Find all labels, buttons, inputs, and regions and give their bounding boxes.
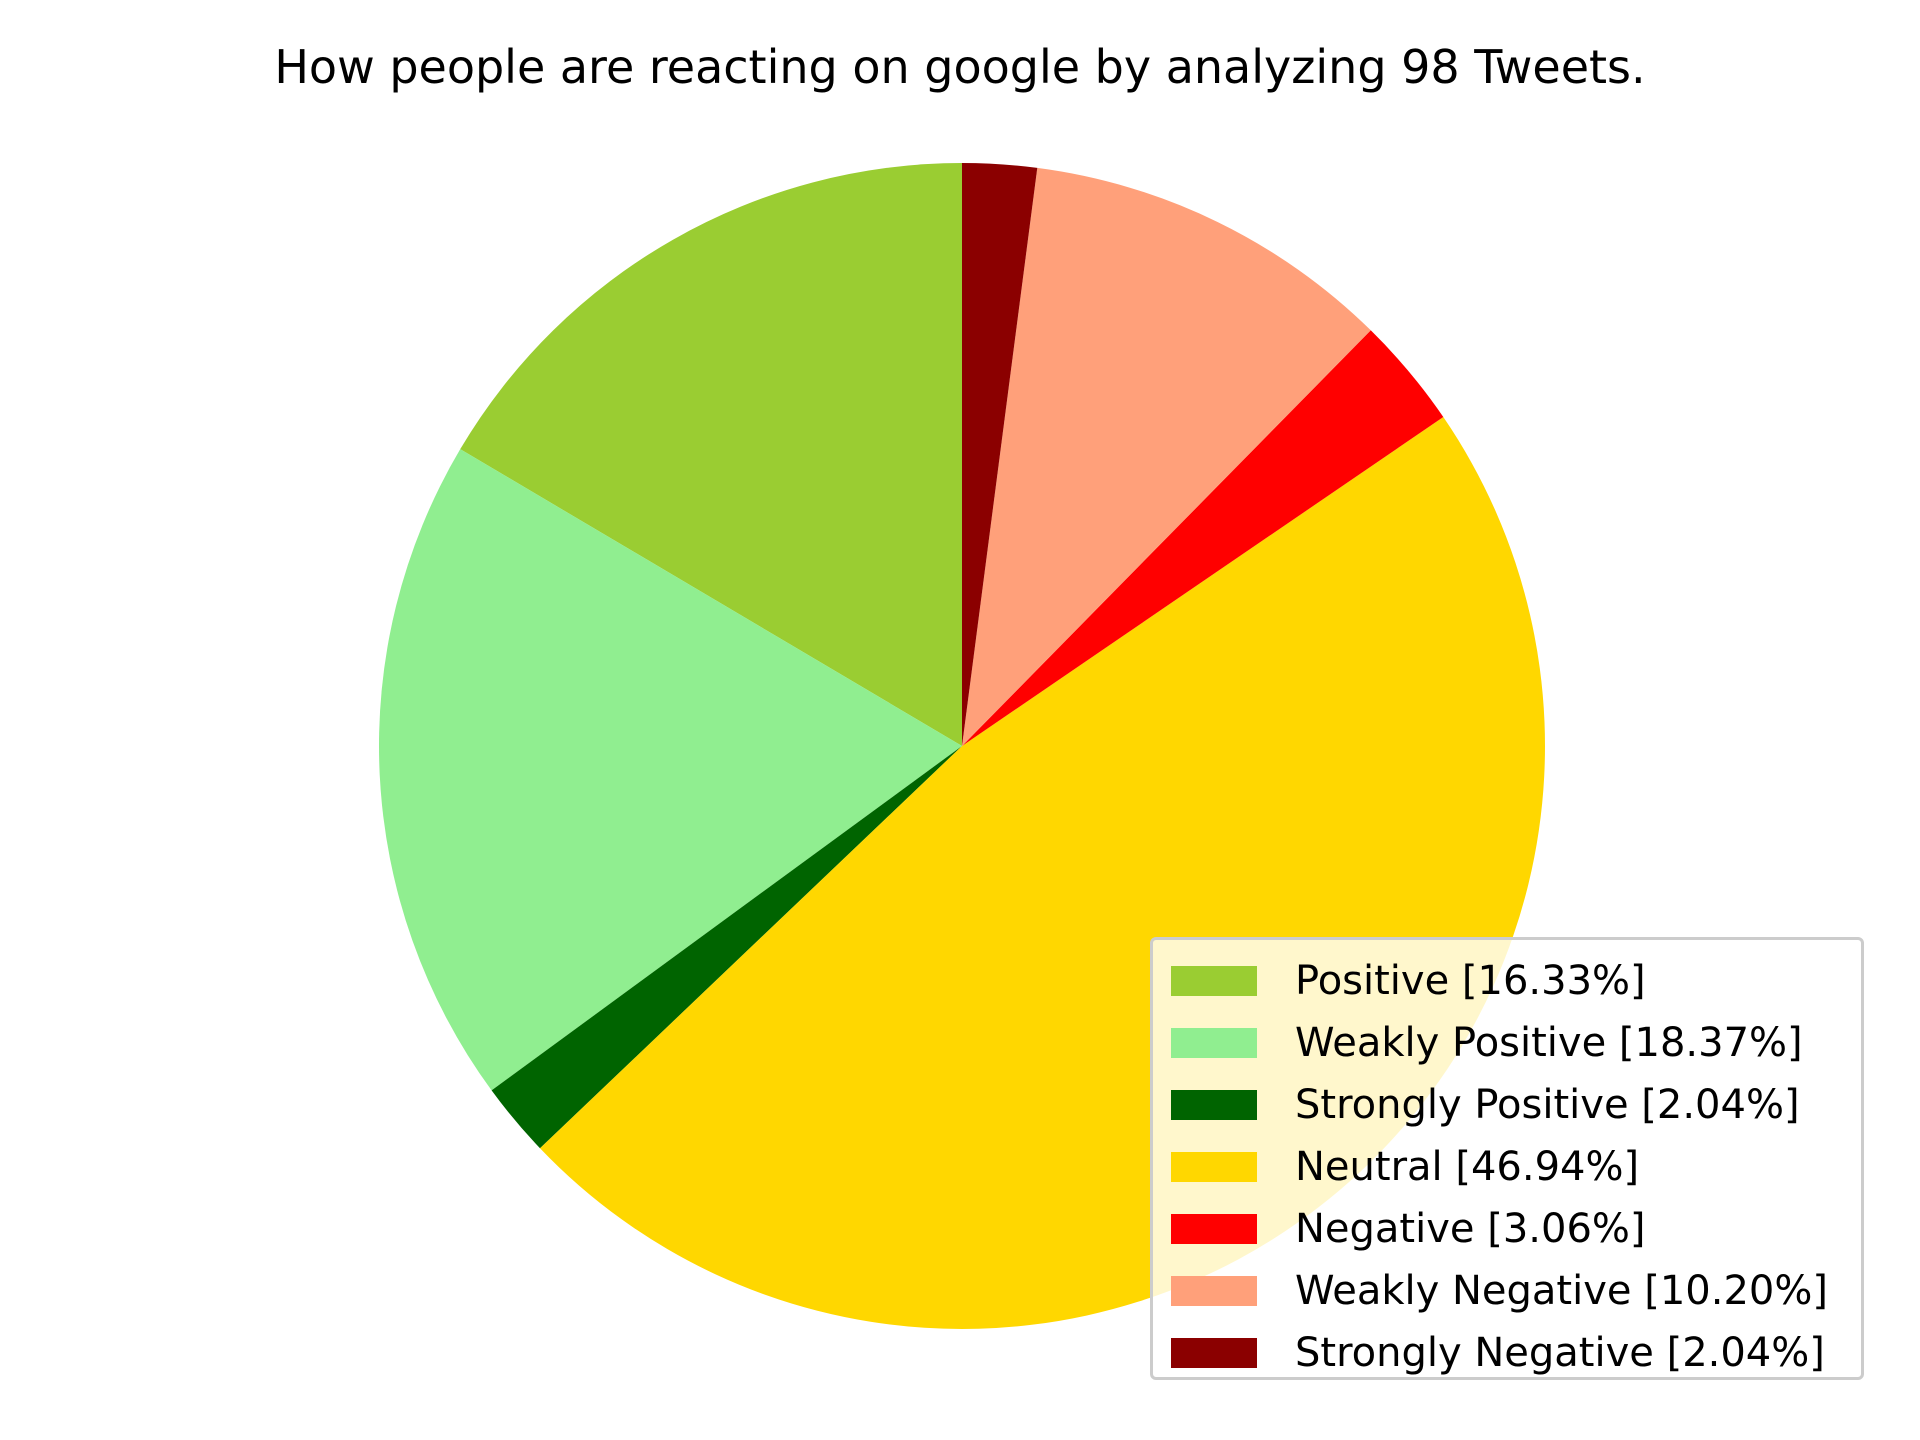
legend-swatch-2 [1171,1090,1257,1120]
legend-label-3: Neutral [46.94%] [1295,1144,1640,1190]
legend-label-1: Weakly Positive [18.37%] [1295,1020,1803,1066]
pie-slice-5 [962,167,1371,746]
chart-title: How people are reacting on google by ana… [274,40,1646,94]
legend-label-4: Negative [3.06%] [1295,1206,1646,1252]
legend-item-0: Positive [16.33%] [1171,950,1843,1012]
legend-label-6: Strongly Negative [2.04%] [1295,1330,1825,1376]
pie-slice-2 [491,746,962,1149]
legend-label-5: Weakly Negative [10.20%] [1295,1268,1828,1314]
pie-slice-4 [962,330,1444,746]
legend-item-3: Neutral [46.94%] [1171,1136,1843,1198]
legend-swatch-0 [1171,966,1257,996]
legend-swatch-6 [1171,1338,1257,1368]
legend-item-4: Negative [3.06%] [1171,1198,1843,1260]
pie-slice-1 [379,449,962,1091]
legend-label-0: Positive [16.33%] [1295,958,1646,1004]
legend-item-2: Strongly Positive [2.04%] [1171,1074,1843,1136]
legend: Positive [16.33%] Weakly Positive [18.37%… [1150,937,1864,1380]
legend-swatch-3 [1171,1152,1257,1182]
legend-item-1: Weakly Positive [18.37%] [1171,1012,1843,1074]
legend-swatch-4 [1171,1214,1257,1244]
pie-slice-0 [460,163,962,746]
legend-item-5: Weakly Negative [10.20%] [1171,1260,1843,1322]
legend-label-2: Strongly Positive [2.04%] [1295,1082,1800,1128]
legend-swatch-5 [1171,1276,1257,1306]
legend-item-6: Strongly Negative [2.04%] [1171,1322,1843,1384]
pie-slice-6 [962,163,1038,746]
legend-swatch-1 [1171,1028,1257,1058]
